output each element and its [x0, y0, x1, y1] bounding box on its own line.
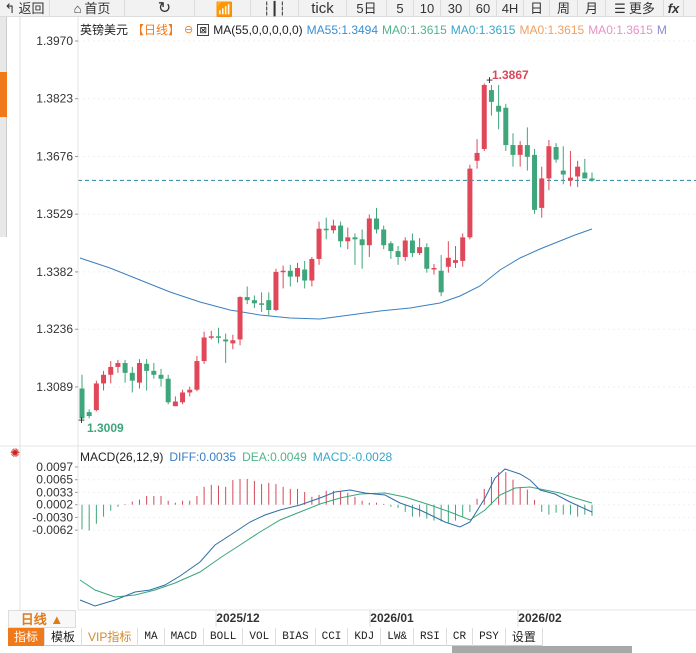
candlestick-icon: ┆┃┆: [262, 0, 287, 16]
svg-text:1.3676: 1.3676: [36, 149, 73, 163]
tab-vip-indicators[interactable]: VIP指标: [82, 628, 139, 646]
tab-indicators[interactable]: 指标: [8, 628, 46, 646]
lock-circle-icon[interactable]: ⊖: [184, 24, 194, 36]
back-arrow-icon: ↰: [4, 0, 16, 16]
tab-psy[interactable]: PSY: [473, 628, 506, 646]
period-label: 【日线】: [132, 23, 181, 37]
candle-chart-button[interactable]: ┆┃┆: [251, 0, 299, 17]
macd-settings-icon[interactable]: ✺: [10, 446, 21, 460]
svg-text:1.3236: 1.3236: [36, 322, 73, 336]
tab-lwr[interactable]: LW&: [381, 628, 415, 646]
ma-label[interactable]: MA(55,0,0,0,0,0): [213, 22, 303, 37]
svg-text:1.3382: 1.3382: [36, 265, 73, 279]
svg-text:1.3009: 1.3009: [87, 421, 124, 435]
tab-templates[interactable]: 模板: [45, 628, 83, 646]
period-tick[interactable]: tick: [299, 0, 347, 17]
formula-button[interactable]: fx: [664, 0, 684, 17]
svg-text:2026/01: 2026/01: [370, 611, 414, 625]
price-grid: [78, 40, 696, 388]
macd-diff: DIFF:0.0035: [169, 450, 237, 464]
candles: [79, 83, 595, 419]
home-icon: ⌂: [73, 0, 82, 16]
tab-cr[interactable]: CR: [447, 628, 474, 646]
svg-text:+: +: [78, 413, 85, 427]
tab-rsi[interactable]: RSI: [414, 628, 447, 646]
svg-text:2025/12: 2025/12: [216, 611, 260, 625]
indicator-tabs: 指标 模板 VIP指标 MA MACD BOLL VOL BIAS CCI KD…: [8, 628, 543, 646]
ma55-value: MA55:1.3494: [306, 22, 379, 37]
ma0-value-2: MA0:1.3615: [450, 22, 516, 37]
period-60min[interactable]: 60: [470, 0, 497, 17]
chart-bars-icon: 📶: [215, 0, 234, 17]
tab-vol[interactable]: VOL: [243, 628, 277, 646]
svg-text:2026/02: 2026/02: [518, 611, 562, 625]
tab-macd[interactable]: MACD: [165, 628, 204, 646]
svg-text:0.0002: 0.0002: [36, 498, 73, 512]
ma55-line: [79, 228, 593, 320]
svg-text:1.3089: 1.3089: [36, 380, 73, 394]
svg-text:0.0097: 0.0097: [36, 460, 73, 474]
macd-title[interactable]: MACD(26,12,9): [80, 450, 164, 464]
tab-ma[interactable]: MA: [138, 628, 165, 646]
svg-text:0.0033: 0.0033: [36, 485, 73, 499]
period-30min[interactable]: 30: [441, 0, 470, 17]
period-10min[interactable]: 10: [414, 0, 441, 17]
tab-kdj[interactable]: KDJ: [348, 628, 382, 646]
macd-value: MACD:-0.0028: [312, 450, 393, 464]
macd-dea: DEA:0.0049: [242, 450, 307, 464]
fx-icon: fx: [667, 0, 680, 16]
period-week[interactable]: 周: [550, 0, 578, 17]
left-tab-active[interactable]: [0, 72, 7, 117]
svg-text:0.0065: 0.0065: [36, 473, 73, 487]
macd-legend: MACD(26,12,9) DIFF:0.0035 DEA:0.0049 MAC…: [80, 450, 392, 464]
scroll-tooltip: [452, 646, 632, 653]
svg-text:-0.0030: -0.0030: [32, 510, 73, 524]
ma0-value-4: MA0:1.3615: [588, 22, 653, 37]
back-button[interactable]: ↰ 返回: [0, 0, 50, 17]
axes: 1.3970 1.3823 1.3676 1.3529 1.3382 1.3236 1.30…: [0, 17, 696, 627]
home-button[interactable]: ⌂ 首页: [60, 0, 125, 17]
tab-bias[interactable]: BIAS: [276, 628, 316, 646]
svg-text:1.3867: 1.3867: [492, 68, 529, 82]
refresh-button[interactable]: ↻: [135, 0, 195, 17]
refresh-icon: ↻: [157, 0, 172, 17]
period-selector-button[interactable]: 日线 ▲: [8, 610, 76, 628]
indicator-icon[interactable]: ⊠: [197, 23, 210, 36]
tab-boll[interactable]: BOLL: [204, 628, 244, 646]
menu-icon: ☰: [614, 0, 626, 16]
period-5min[interactable]: 5: [387, 0, 414, 17]
period-4h[interactable]: 4H: [497, 0, 524, 17]
svg-text:+: +: [486, 73, 493, 87]
symbol-name: 英镑美元: [80, 23, 129, 37]
ma0-value-3: MA0:1.3615: [519, 22, 585, 37]
ma0-value-5: M: [656, 22, 667, 37]
line-chart-button[interactable]: 📶: [199, 0, 251, 17]
svg-text:1.3823: 1.3823: [36, 92, 73, 106]
ma0-value-1: MA0:1.3615: [382, 22, 447, 37]
price-legend: 英镑美元 【日线】 ⊖ ⊠ MA(55,0,0,0,0,0) MA55:1.34…: [80, 21, 667, 38]
svg-text:-0.0062: -0.0062: [32, 523, 73, 537]
period-month[interactable]: 月: [578, 0, 606, 17]
tab-settings[interactable]: 设置: [506, 628, 543, 646]
top-toolbar: ↰ 返回 ⌂ 首页 ↻ 📶 ┆┃┆ tick 5日 5 10 30 60 4H 日 …: [0, 0, 696, 17]
more-button[interactable]: ☰ 更多: [606, 0, 664, 17]
svg-text:1.3970: 1.3970: [36, 34, 73, 48]
left-side-tabs[interactable]: [0, 17, 7, 237]
svg-text:1.3529: 1.3529: [36, 207, 73, 221]
period-5day[interactable]: 5日: [347, 0, 387, 17]
period-day[interactable]: 日: [524, 0, 550, 17]
tab-cci[interactable]: CCI: [316, 628, 349, 646]
